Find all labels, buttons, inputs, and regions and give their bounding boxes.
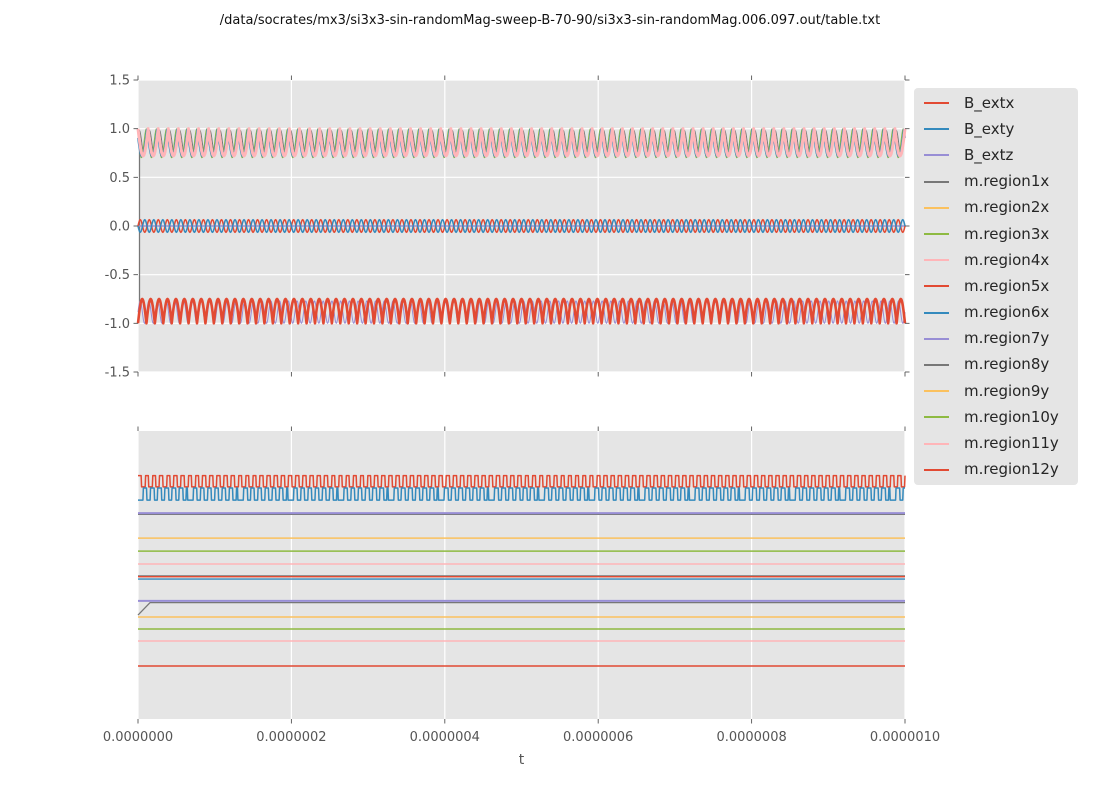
y-tick-label: 1.0 — [109, 122, 130, 137]
bottom-subplot: 0.0000000 0.0000002 0.0000004 0.0000006 0.00… — [103, 426, 940, 745]
series-square-red — [137, 474, 906, 488]
legend-label: B_exty — [964, 119, 1015, 138]
x-tick-label: 0.0000006 — [563, 730, 633, 745]
legend-line-swatch-icon — [924, 180, 949, 183]
y-tick-label: -0.5 — [105, 268, 130, 283]
legend-label: m.region12y — [964, 460, 1059, 479]
legend-label: m.region7y — [964, 329, 1050, 348]
legend-label: m.region2x — [964, 198, 1050, 217]
x-tick-label: 0.0000002 — [256, 730, 326, 745]
series-B_exty — [137, 218, 906, 234]
legend-entry: m.region4x — [924, 247, 1078, 273]
legend-entry: m.region5x — [924, 273, 1078, 299]
x-tick-label: 0.0000000 — [103, 730, 173, 745]
legend-entry: m.region7y — [924, 326, 1078, 352]
legend-label: m.region4x — [964, 250, 1050, 269]
series-m.region5x — [136, 297, 907, 325]
series-square-blue — [137, 487, 906, 501]
figure-title: /data/socrates/mx3/si3x3-sin-randomMag-s… — [219, 13, 881, 28]
legend-entry: m.region11y — [924, 431, 1078, 457]
series-step-gray — [137, 602, 905, 616]
y-tick-label: 0.5 — [109, 171, 130, 186]
legend-label: m.region6x — [964, 303, 1050, 322]
legend-line-swatch-icon — [924, 363, 949, 366]
legend-label: B_extz — [964, 145, 1014, 164]
y-tick-label: -1.5 — [105, 366, 130, 381]
legend-entry: B_extx — [924, 90, 1078, 116]
y-tick-label: 1.5 — [109, 74, 130, 89]
legend-entry: B_exty — [924, 116, 1078, 142]
top-subplot: 1.5 1.0 0.5 0.0 -0.5 -1.0 -1.5 — [105, 74, 910, 381]
legend-entry: m.region12y — [924, 457, 1078, 483]
legend-line-swatch-icon — [924, 311, 949, 314]
x-tick-label: 0.0000004 — [410, 730, 480, 745]
legend-line-swatch-icon — [924, 233, 949, 236]
legend-line-swatch-icon — [924, 102, 949, 105]
legend-label: m.region1x — [964, 172, 1050, 191]
legend-line-swatch-icon — [924, 337, 949, 340]
legend-entry: m.region2x — [924, 195, 1078, 221]
legend-line-swatch-icon — [924, 154, 949, 157]
y-tick-label: -1.0 — [105, 317, 130, 332]
legend-entry: m.region1x — [924, 169, 1078, 195]
legend-entry: m.region10y — [924, 404, 1078, 430]
legend-line-swatch-icon — [924, 259, 949, 262]
legend-line-swatch-icon — [924, 442, 949, 445]
legend-label: m.region3x — [964, 224, 1050, 243]
legend-entry: m.region8y — [924, 352, 1078, 378]
legend-entry: m.region6x — [924, 300, 1078, 326]
legend-label: B_extx — [964, 93, 1015, 112]
legend-line-swatch-icon — [924, 206, 949, 209]
legend-line-swatch-icon — [924, 128, 949, 131]
x-tick-label: 0.0000008 — [716, 730, 786, 745]
legend: B_extx B_exty B_extz m.region1x m.region2x m.… — [914, 88, 1078, 485]
series-m.region4x — [136, 127, 907, 158]
legend-entry: B_extz — [924, 142, 1078, 168]
x-tick-label: 0.0000010 — [870, 730, 940, 745]
legend-line-swatch-icon — [924, 285, 949, 288]
legend-label: m.region11y — [964, 434, 1059, 453]
legend-entry: m.region9y — [924, 378, 1078, 404]
legend-line-swatch-icon — [924, 390, 949, 393]
legend-label: m.region8y — [964, 355, 1050, 374]
legend-entry: m.region3x — [924, 221, 1078, 247]
legend-line-swatch-icon — [924, 416, 949, 419]
legend-label: m.region10y — [964, 407, 1059, 426]
bottom-subplot-background — [138, 431, 905, 719]
legend-label: m.region9y — [964, 381, 1050, 400]
y-tick-label: 0.0 — [109, 220, 130, 235]
legend-line-swatch-icon — [924, 468, 949, 471]
legend-label: m.region5x — [964, 276, 1050, 295]
x-axis-label: t — [518, 752, 525, 768]
